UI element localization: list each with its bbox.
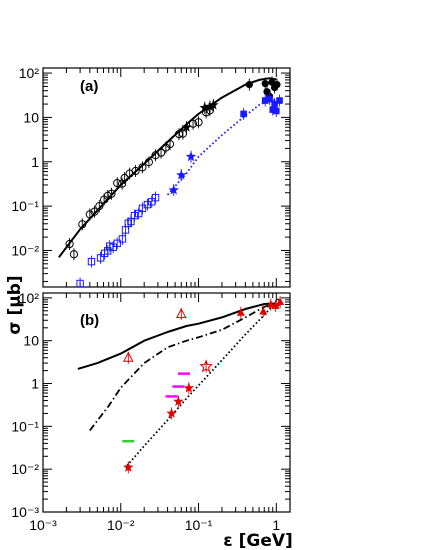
data-point-filled-star: [181, 121, 192, 132]
data-point-filled-triangle: [259, 307, 268, 315]
y-tick-label: 10⁻²: [11, 242, 39, 258]
data-point-open-circle: [131, 166, 140, 176]
data-point-filled-square: [266, 95, 273, 103]
y-tick-label: 1: [31, 154, 39, 170]
data-point-filled-triangle: [271, 301, 280, 309]
curve-solid: [58, 77, 277, 258]
data-point-open-circle: [78, 220, 87, 229]
y-axis-title: σ [μb]: [5, 275, 25, 334]
data-point-filled-triangle: [276, 297, 285, 306]
data-point-open-circle: [138, 163, 147, 172]
data-point-filled-star: [185, 151, 197, 162]
y-tick-label: 10⁻¹: [11, 418, 39, 434]
data-point-open-square: [109, 243, 117, 251]
y-tick-label: 1: [31, 376, 39, 392]
curve-solid: [77, 302, 280, 370]
data-point-filled-star: [123, 461, 134, 472]
y-tick-label: 10⁻³: [11, 504, 39, 520]
data-point-filled-circle: [245, 80, 253, 89]
data-point-filled-star: [166, 408, 177, 418]
panel-b-label: (b): [80, 312, 99, 329]
y-tick-label: 10⁻¹: [11, 198, 39, 214]
data-point-open-square: [138, 204, 147, 213]
plot-area: [58, 76, 283, 287]
data-point-open-square: [87, 257, 96, 266]
data-point-open-circle: [156, 148, 166, 157]
x-tick-label: 10⁻²: [107, 517, 135, 533]
data-point-filled-square: [240, 110, 247, 118]
y-tick-label: 10⁻²: [11, 461, 39, 477]
curve-dotted: [166, 98, 277, 196]
data-point-open-circle: [113, 179, 122, 188]
panel-a: 10⁻² 10⁻¹ 1 10 10²: [11, 65, 291, 288]
curve-dash-dot: [89, 303, 280, 432]
data-point-open-circle: [165, 140, 175, 149]
data-point-open-square: [76, 279, 84, 287]
data-point-open-square: [151, 193, 160, 202]
x-tick-label: 10⁻³: [29, 517, 57, 533]
x-tick-label: 10⁻¹: [185, 517, 213, 533]
data-point-filled-square: [276, 97, 283, 104]
data-point-open-square: [124, 219, 133, 227]
data-point-filled-triangle: [266, 300, 275, 308]
data-point-open-square: [134, 209, 143, 218]
data-point-filled-star: [183, 382, 195, 393]
data-point-open-circle: [188, 119, 198, 128]
data-point-open-circle: [65, 239, 74, 249]
data-point-open-square: [113, 239, 121, 248]
data-point-filled-star: [208, 99, 219, 110]
data-point-filled-star: [168, 184, 179, 195]
data-point-filled-square: [269, 106, 277, 113]
data-point-open-triangle: [175, 307, 187, 319]
data-point-open-circle: [194, 118, 203, 127]
plot-area: [77, 296, 285, 474]
data-point-filled-square: [271, 100, 278, 108]
data-point-filled-star: [176, 169, 187, 180]
data-point-open-square: [148, 198, 156, 206]
data-point-open-circle: [117, 179, 127, 188]
data-point-filled-star: [199, 102, 210, 113]
y-tick-label: 10: [23, 109, 39, 125]
data-point-open-circle: [95, 202, 104, 211]
data-point-open-circle: [107, 189, 116, 198]
panel-a-label: (a): [80, 78, 98, 95]
data-point-filled-triangle: [236, 308, 245, 316]
data-point-open-star: [199, 359, 213, 373]
x-axis-title: ε [GeV]: [223, 531, 293, 550]
data-point-filled-square: [273, 107, 280, 115]
data-point-open-square: [130, 211, 139, 220]
data-point-open-square: [118, 235, 127, 243]
data-point-open-circle: [85, 210, 94, 219]
y-tick-label: 10²: [19, 65, 40, 81]
y-tick-label: 10²: [19, 290, 40, 306]
data-point-filled-square: [261, 97, 269, 104]
data-point-filled-star: [173, 396, 184, 406]
data-point-open-circle: [144, 158, 153, 167]
data-point-open-square: [96, 254, 105, 262]
data-point-filled-circle: [261, 79, 269, 88]
data-point-open-circle: [178, 129, 188, 138]
x-tick-label: 1: [272, 517, 280, 533]
data-point-open-circle: [69, 250, 79, 259]
plot-frame: [42, 67, 291, 288]
panel-b: 10⁻³ 10⁻² 10⁻¹ 1 10 10² 10⁻³ 10⁻² 10⁻¹ 1: [11, 290, 291, 533]
data-point-filled-star: [204, 101, 216, 112]
y-tick-label: 10: [23, 333, 39, 349]
data-point-filled-circle: [273, 80, 281, 89]
plot-frame: [42, 292, 291, 513]
data-point-open-triangle: [122, 351, 134, 362]
data-point-open-circle: [90, 207, 99, 216]
data-point-open-circle: [151, 151, 160, 160]
data-point-open-circle: [120, 173, 129, 183]
